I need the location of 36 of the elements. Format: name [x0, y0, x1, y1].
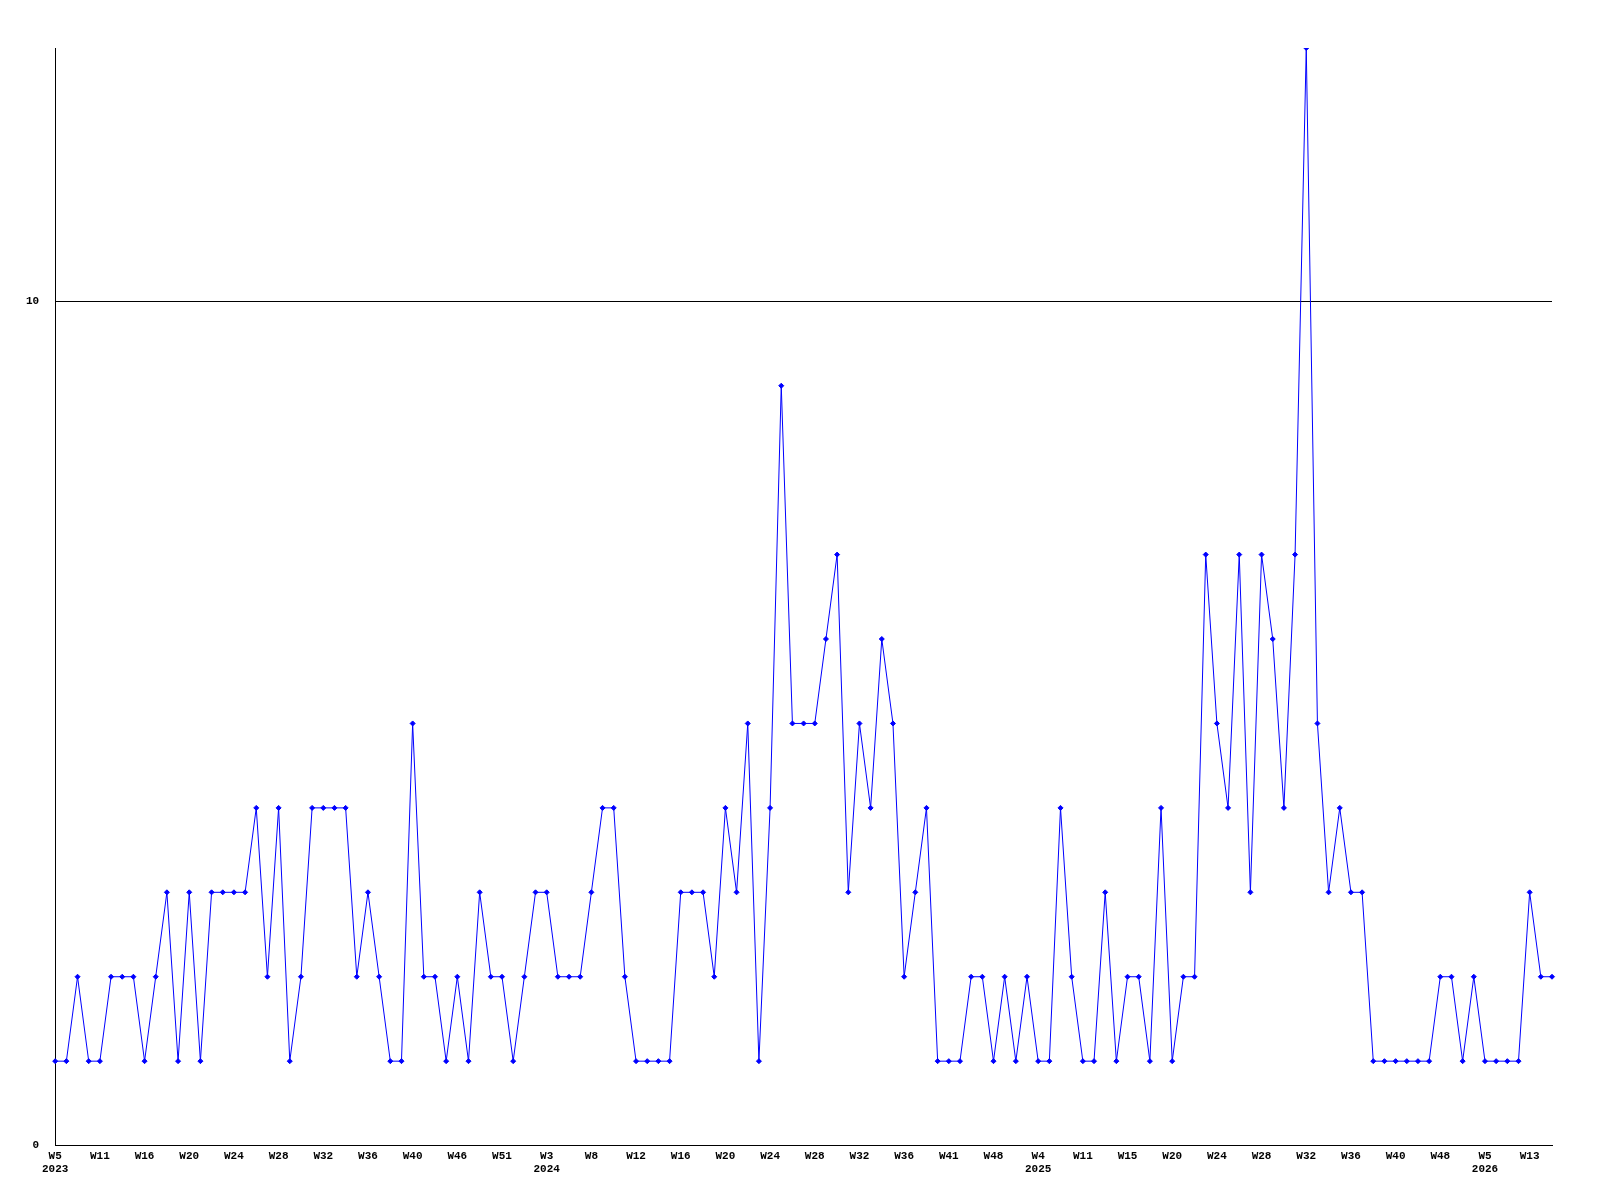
x-tick-label: W8	[584, 1149, 599, 1162]
x-tick-label: W32	[313, 1149, 334, 1162]
x-tick-label: W24	[1206, 1149, 1228, 1162]
x-tick-label: W36	[1341, 1149, 1361, 1162]
x-tick-label: W32	[1296, 1149, 1317, 1162]
x-tick-label: W51	[492, 1149, 513, 1162]
x-tick-label: W48	[983, 1149, 1004, 1162]
x-tick-label: W28	[1251, 1149, 1272, 1162]
x-tick-label: W11	[89, 1149, 111, 1162]
x-tick-label: W40	[1385, 1149, 1406, 1162]
x-tick-label: W20	[1162, 1149, 1183, 1162]
x-tick-label: W13	[1519, 1149, 1540, 1162]
x-tick-label: W46	[447, 1149, 468, 1162]
x-tick-label: W5 2026	[1471, 1149, 1499, 1176]
x-tick-label: W16	[134, 1149, 155, 1162]
x-tick-label: W24	[224, 1149, 245, 1162]
x-tick-label: W28	[804, 1149, 826, 1162]
x-tick-label: W5 2023	[42, 1149, 69, 1176]
x-tick-label: W12	[626, 1149, 646, 1162]
x-tick-label: W11	[1072, 1149, 1094, 1162]
x-tick-label: W32	[849, 1149, 870, 1162]
x-tick-label: W15	[1117, 1149, 1138, 1162]
x-tick-label: W4 2025	[1024, 1149, 1052, 1176]
x-tick-label: W3 2024	[533, 1149, 561, 1176]
x-tick-label: W16	[670, 1149, 691, 1162]
x-tick-label: W36	[358, 1149, 378, 1162]
x-tick-label: W36	[894, 1149, 915, 1162]
x-tick-label: W24	[760, 1149, 781, 1162]
y-tick-label: 10	[26, 295, 40, 308]
x-tick-label: W41	[938, 1149, 960, 1162]
y-tick-label: 0	[32, 1139, 40, 1152]
x-tick-label: W28	[268, 1149, 289, 1162]
x-tick-label: W20	[715, 1149, 736, 1162]
x-tick-label: W48	[1430, 1149, 1451, 1162]
x-tick-label: W20	[179, 1149, 200, 1162]
x-tick-label: W40	[402, 1149, 423, 1162]
